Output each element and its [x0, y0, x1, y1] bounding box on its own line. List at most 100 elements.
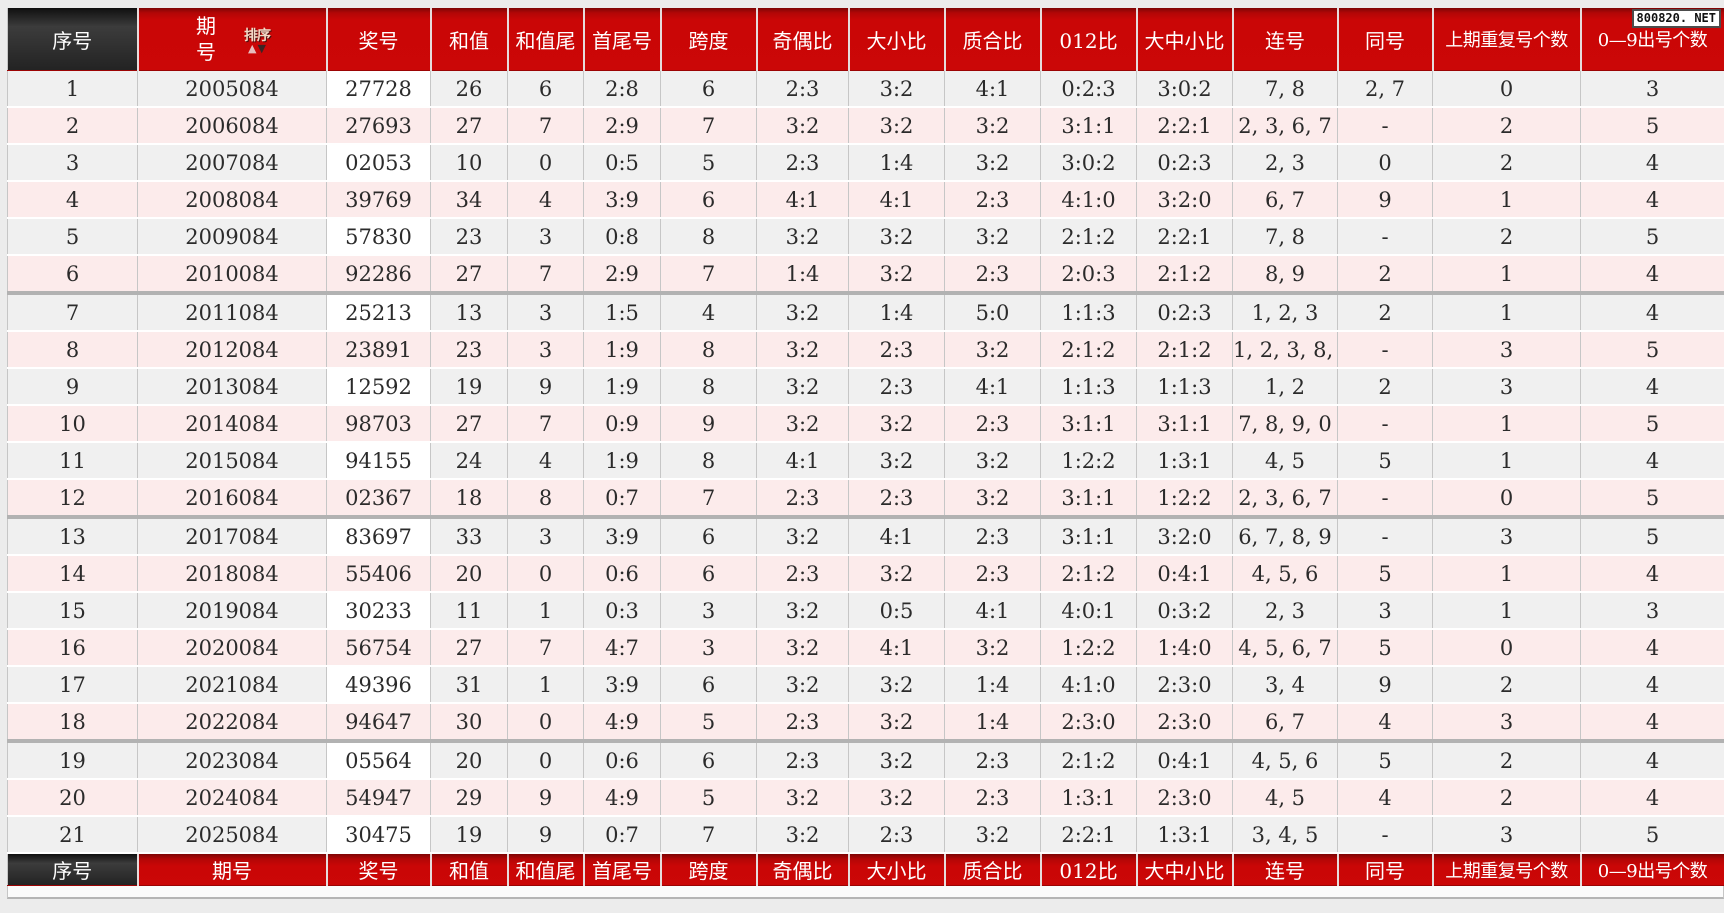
cell-big-mid-small: 0:2:3 — [1137, 293, 1233, 331]
cell-digit-count: 5 — [1581, 816, 1724, 853]
cell-sum-tail: 9 — [508, 368, 584, 405]
cell-prime-composite: 3:2 — [945, 107, 1041, 144]
footer-column-big-mid-small: 大中小比 — [1137, 853, 1233, 886]
table-row: 10 2014084 98703 27 7 0:9 9 3:2 3:2 2:3 … — [8, 405, 1724, 442]
column-header-same-number: 同号 — [1338, 8, 1433, 71]
footer-column-prime-composite: 质合比 — [945, 853, 1041, 886]
cell-prev-repeat-count: 1 — [1433, 442, 1581, 479]
site-watermark-badge: 800820. NET — [1632, 9, 1721, 28]
cell-sum-tail: 1 — [508, 592, 584, 629]
cell-012-ratio: 3:1:1 — [1041, 107, 1137, 144]
footer-column-prize-number: 奖号 — [327, 853, 431, 886]
cell-prize-number: 92286 — [327, 255, 431, 293]
cell-prime-composite: 3:2 — [945, 144, 1041, 181]
cell-012-ratio: 4:1:0 — [1041, 666, 1137, 703]
cell-big-small: 2:3 — [849, 816, 945, 853]
cell-big-mid-small: 2:1:2 — [1137, 255, 1233, 293]
cell-odd-even: 1:4 — [757, 255, 849, 293]
cell-odd-even: 3:2 — [757, 218, 849, 255]
cell-prize-number: 94155 — [327, 442, 431, 479]
cell-prev-repeat-count: 0 — [1433, 71, 1581, 108]
cell-serial: 3 — [8, 144, 138, 181]
table-row: 4 2008084 39769 34 4 3:9 6 4:1 4:1 2:3 4… — [8, 181, 1724, 218]
cell-consecutive: 6, 7 — [1233, 181, 1338, 218]
table-row: 6 2010084 92286 27 7 2:9 7 1:4 3:2 2:3 2… — [8, 255, 1724, 293]
cell-012-ratio: 2:2:1 — [1041, 816, 1137, 853]
cell-big-mid-small: 2:3:0 — [1137, 703, 1233, 741]
cell-prev-repeat-count: 1 — [1433, 555, 1581, 592]
column-header-span: 跨度 — [661, 8, 757, 71]
cell-period: 2020084 — [138, 629, 327, 666]
cell-big-mid-small: 1:4:0 — [1137, 629, 1233, 666]
cell-digit-count: 4 — [1581, 255, 1724, 293]
cell-first-last: 0:5 — [584, 144, 661, 181]
cell-odd-even: 3:2 — [757, 592, 849, 629]
cell-sum-tail: 4 — [508, 442, 584, 479]
cell-period: 2023084 — [138, 741, 327, 779]
cell-odd-even: 3:2 — [757, 666, 849, 703]
cell-same-number: 4 — [1338, 703, 1433, 741]
cell-digit-count: 3 — [1581, 592, 1724, 629]
sort-control[interactable]: 排序 ▲▼ — [244, 30, 270, 55]
cell-sum-tail: 4 — [508, 181, 584, 218]
cell-span: 7 — [661, 255, 757, 293]
cell-same-number: 5 — [1338, 442, 1433, 479]
cell-big-small: 3:2 — [849, 255, 945, 293]
cell-big-mid-small: 0:2:3 — [1137, 144, 1233, 181]
cell-consecutive: 1, 2, 3, 8, 9 — [1233, 331, 1338, 368]
cell-period: 2017084 — [138, 517, 327, 555]
cell-consecutive: 4, 5 — [1233, 779, 1338, 816]
cell-012-ratio: 2:3:0 — [1041, 703, 1137, 741]
table-row: 14 2018084 55406 20 0 0:6 6 2:3 3:2 2:3 … — [8, 555, 1724, 592]
footer-column-prev-repeat-count: 上期重复号个数 — [1433, 853, 1581, 886]
cell-consecutive: 1, 2, 3 — [1233, 293, 1338, 331]
column-header-big-mid-small: 大中小比 — [1137, 8, 1233, 71]
cell-first-last: 0:7 — [584, 479, 661, 517]
cell-sum-tail: 7 — [508, 629, 584, 666]
cell-prev-repeat-count: 1 — [1433, 181, 1581, 218]
cell-period: 2016084 — [138, 479, 327, 517]
table-row: 3 2007084 02053 10 0 0:5 5 2:3 1:4 3:2 3… — [8, 144, 1724, 181]
cell-serial: 8 — [8, 331, 138, 368]
cell-span: 6 — [661, 517, 757, 555]
table-row: 11 2015084 94155 24 4 1:9 8 4:1 3:2 3:2 … — [8, 442, 1724, 479]
cell-sum: 26 — [431, 71, 508, 108]
cell-digit-count: 5 — [1581, 331, 1724, 368]
cell-serial: 6 — [8, 255, 138, 293]
cell-prev-repeat-count: 2 — [1433, 779, 1581, 816]
cell-consecutive: 4, 5, 6 — [1233, 555, 1338, 592]
cell-odd-even: 2:3 — [757, 555, 849, 592]
cell-digit-count: 4 — [1581, 555, 1724, 592]
cell-first-last: 2:9 — [584, 255, 661, 293]
cell-prev-repeat-count: 3 — [1433, 816, 1581, 853]
cell-prev-repeat-count: 3 — [1433, 517, 1581, 555]
cell-012-ratio: 2:1:2 — [1041, 331, 1137, 368]
cell-sum-tail: 8 — [508, 479, 584, 517]
cell-prize-number: 05564 — [327, 741, 431, 779]
cell-sum-tail: 3 — [508, 293, 584, 331]
cell-span: 9 — [661, 405, 757, 442]
cell-sum: 33 — [431, 517, 508, 555]
cell-first-last: 3:9 — [584, 181, 661, 218]
cell-period: 2019084 — [138, 592, 327, 629]
cell-sum: 10 — [431, 144, 508, 181]
column-header-period[interactable]: 期号 排序 ▲▼ — [138, 8, 327, 71]
cell-prime-composite: 2:3 — [945, 255, 1041, 293]
cell-big-small: 1:4 — [849, 144, 945, 181]
cell-first-last: 0:7 — [584, 816, 661, 853]
cell-big-mid-small: 2:2:1 — [1137, 107, 1233, 144]
cell-big-mid-small: 2:1:2 — [1137, 331, 1233, 368]
cell-sum-tail: 3 — [508, 331, 584, 368]
sort-desc-icon[interactable]: ▼ — [258, 42, 266, 55]
sort-asc-icon[interactable]: ▲ — [248, 42, 256, 55]
table-row: 7 2011084 25213 13 3 1:5 4 3:2 1:4 5:0 1… — [8, 293, 1724, 331]
cell-sum: 27 — [431, 107, 508, 144]
cell-same-number: 5 — [1338, 629, 1433, 666]
cell-prime-composite: 2:3 — [945, 555, 1041, 592]
table-row: 15 2019084 30233 11 1 0:3 3 3:2 0:5 4:1 … — [8, 592, 1724, 629]
cell-prime-composite: 3:2 — [945, 331, 1041, 368]
cell-serial: 15 — [8, 592, 138, 629]
cell-period: 2006084 — [138, 107, 327, 144]
cell-period: 2022084 — [138, 703, 327, 741]
column-header-first-last: 首尾号 — [584, 8, 661, 71]
